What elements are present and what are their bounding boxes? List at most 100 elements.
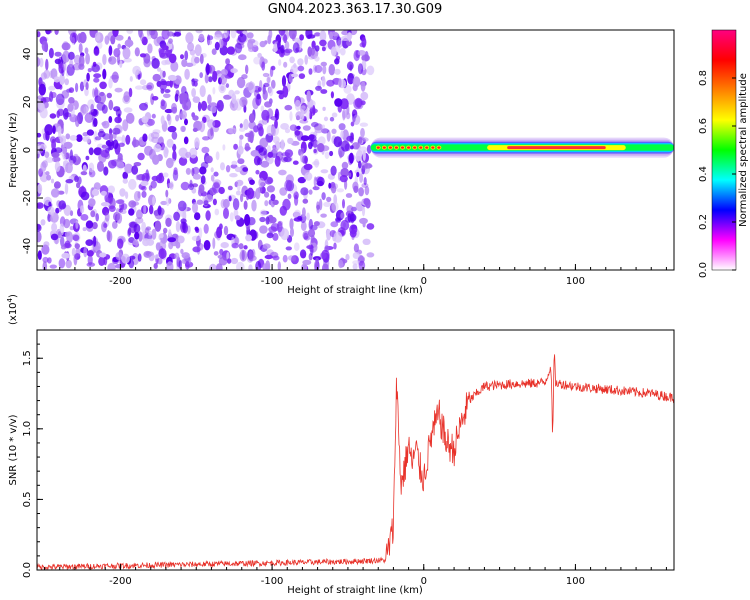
noise-speckle (172, 143, 177, 152)
noise-speckle (159, 79, 168, 91)
noise-speckle (152, 154, 160, 165)
noise-speckle (153, 144, 162, 153)
noise-speckle (311, 121, 319, 128)
noise-speckle (48, 85, 56, 91)
noise-speckle (303, 163, 313, 171)
noise-speckle (231, 160, 238, 166)
signal-dot (430, 145, 436, 150)
noise-speckle (284, 41, 290, 50)
noise-speckle (321, 75, 326, 87)
noise-speckle (363, 177, 367, 186)
noise-speckle (141, 116, 149, 124)
noise-speckle (248, 121, 256, 130)
noise-speckle (150, 180, 157, 189)
noise-speckle (257, 157, 262, 166)
noise-speckle (51, 222, 58, 233)
noise-speckle (42, 256, 49, 263)
noise-speckle (171, 106, 178, 114)
noise-speckle (264, 101, 272, 108)
noise-speckle (262, 263, 270, 270)
noise-speckle (266, 232, 274, 239)
noise-speckle (185, 32, 194, 44)
noise-speckle (306, 212, 310, 221)
noise-speckle (184, 118, 188, 126)
noise-speckle (50, 208, 55, 217)
noise-speckle (353, 185, 359, 193)
noise-speckle (260, 105, 265, 112)
noise-speckle (91, 63, 100, 73)
noise-speckle (167, 74, 177, 81)
noise-speckle (280, 228, 290, 241)
noise-speckle (329, 31, 333, 40)
noise-speckle (176, 235, 185, 244)
noise-speckle (52, 125, 56, 134)
noise-speckle (42, 261, 48, 270)
noise-speckle (133, 190, 141, 202)
noise-speckle (148, 230, 153, 236)
noise-speckle (312, 161, 320, 166)
noise-speckle (288, 30, 297, 40)
noise-speckle (166, 182, 174, 188)
noise-speckle (294, 99, 301, 111)
y-tick-label: -40 (22, 238, 33, 254)
noise-speckle (264, 254, 273, 260)
noise-speckle (237, 158, 245, 165)
noise-speckle (320, 213, 327, 218)
noise-speckle (53, 76, 61, 83)
noise-speckle (302, 198, 309, 204)
noise-speckle (154, 254, 159, 259)
noise-speckle (359, 217, 368, 225)
x-tick-label: -100 (261, 276, 284, 287)
noise-speckle (150, 30, 158, 40)
noise-speckle (339, 174, 348, 183)
noise-speckle (279, 187, 288, 196)
noise-speckle (114, 116, 122, 124)
noise-speckle (65, 133, 71, 140)
y-tick-label: -20 (22, 190, 33, 206)
noise-speckle (192, 115, 199, 121)
noise-speckle (308, 189, 313, 195)
noise-speckle (282, 85, 289, 98)
noise-speckle (364, 185, 370, 196)
noise-speckle (37, 250, 42, 260)
noise-speckle (59, 73, 65, 86)
noise-speckle (113, 106, 121, 112)
noise-speckle (141, 190, 147, 198)
noise-speckle (360, 100, 366, 106)
noise-speckle (118, 142, 125, 147)
noise-speckle (109, 133, 113, 142)
noise-speckle (106, 230, 111, 242)
noise-speckle (259, 80, 263, 92)
noise-speckle (117, 43, 121, 50)
noise-speckle (229, 173, 238, 178)
noise-speckle (234, 42, 243, 54)
noise-speckle (37, 183, 43, 194)
noise-speckle (243, 118, 249, 130)
noise-speckle (97, 92, 107, 104)
snr-x-axis-label: Height of straight line (km) (287, 585, 423, 596)
noise-speckle (287, 137, 294, 145)
x-tick-label: 0 (421, 276, 427, 287)
noise-speckle (308, 134, 317, 142)
noise-speckle (278, 30, 286, 36)
noise-speckle (164, 89, 171, 93)
noise-speckle (238, 54, 247, 61)
noise-speckle (79, 81, 85, 92)
noise-speckle (259, 209, 267, 217)
noise-speckle (290, 64, 299, 74)
noise-speckle (291, 255, 296, 262)
noise-speckle (220, 162, 225, 171)
noise-speckle (40, 161, 47, 172)
noise-speckle (304, 156, 308, 164)
noise-speckle (50, 178, 55, 184)
noise-speckle (230, 257, 239, 265)
noise-speckle (338, 123, 346, 131)
noise-speckle (223, 207, 229, 219)
noise-speckle (56, 110, 60, 118)
snr-y-axis-label: SNR (10 * v/v) (8, 414, 19, 485)
noise-speckle (63, 141, 73, 149)
noise-speckle (141, 186, 147, 191)
noise-speckle (69, 32, 78, 44)
noise-speckle (198, 33, 205, 43)
x-tick-label: 0 (421, 576, 427, 587)
